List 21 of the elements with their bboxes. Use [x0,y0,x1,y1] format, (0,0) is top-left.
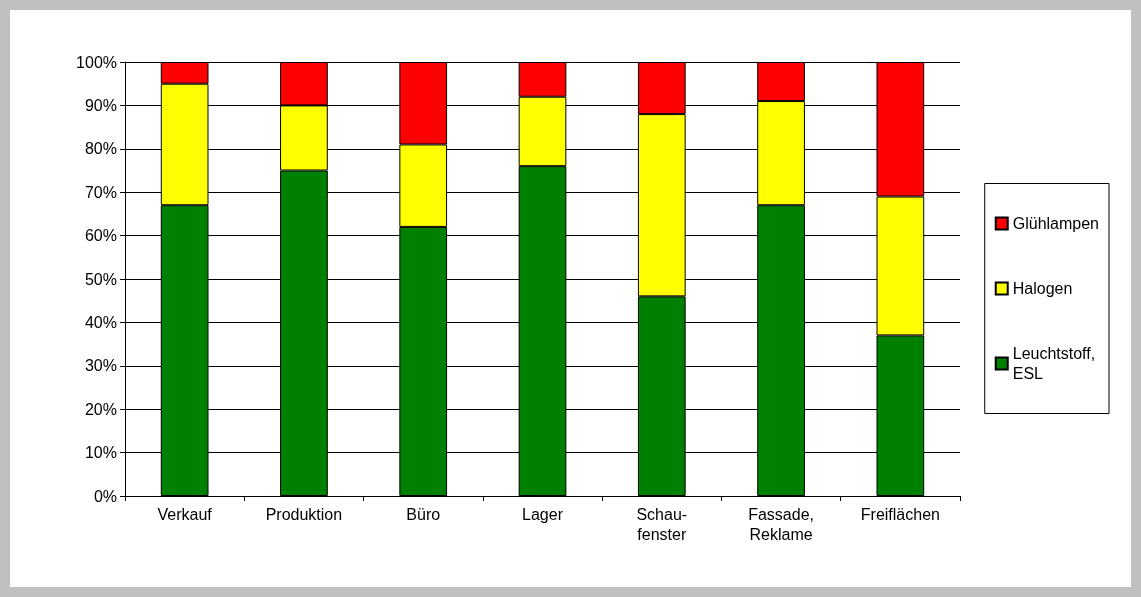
y-tick-label: 0% [93,487,117,505]
legend-label: Glühlampen [1012,215,1100,232]
y-tick-label: 80% [84,140,117,158]
y-tick-label: 40% [84,313,117,331]
x-tick-label: Schau- fenster [636,505,688,543]
x-tick-label: Fassade, Reklame [748,505,814,543]
y-tick-label: 100% [76,53,117,71]
y-tick-label: 50% [84,270,117,288]
x-tick-label: Büro [406,505,441,523]
y-tick-label: 10% [84,444,117,462]
x-tick-label: Verkauf [157,505,213,523]
x-tick-label: Freiflächen [860,505,940,523]
legend-label: Halogen [1012,280,1073,297]
y-tick-label: 70% [84,183,117,201]
y-tick-label: 90% [84,96,117,114]
y-tick-label: 20% [84,400,117,418]
y-tick-label: 60% [84,227,117,245]
legend-label: Leuchtstoff, ESL [1012,345,1096,382]
y-tick-label: 30% [84,357,117,375]
x-tick-label: Produktion [265,505,343,523]
x-tick-label: Lager [522,505,564,523]
